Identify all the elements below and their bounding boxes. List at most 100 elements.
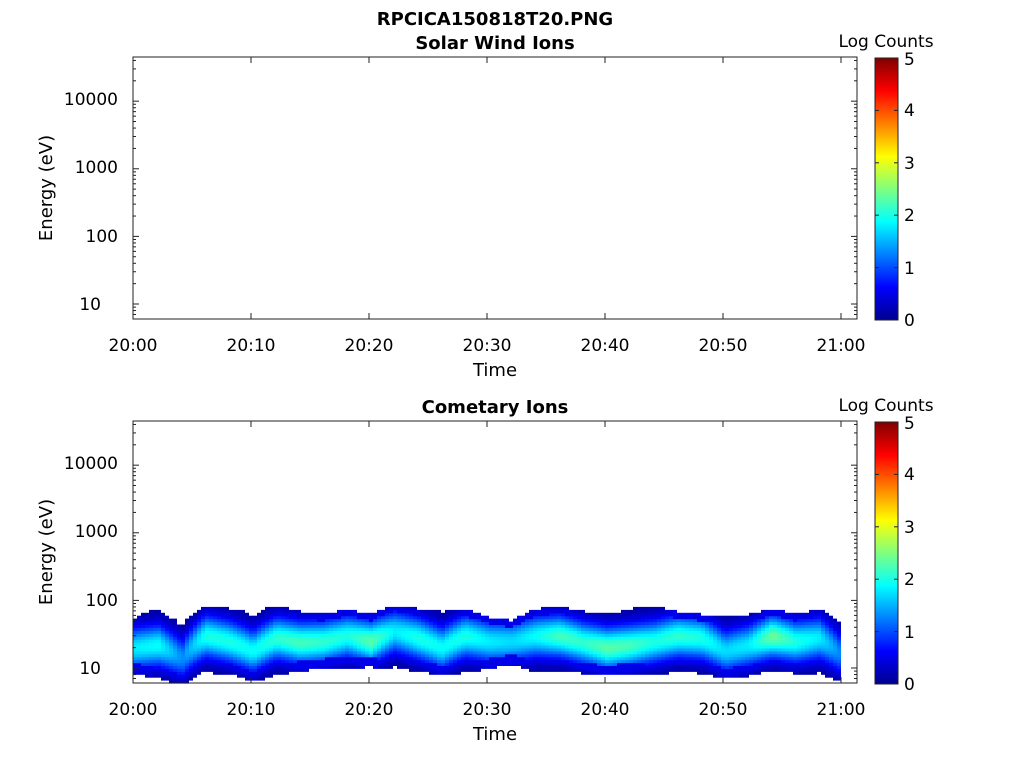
spectrogram-cell (629, 645, 633, 649)
spectrogram-cell (645, 612, 649, 617)
spectrogram-cell (305, 636, 309, 640)
spectrogram-cell (629, 668, 633, 672)
spectrogram-cell (261, 674, 265, 678)
spectrogram-cell (169, 671, 173, 675)
spectrogram-cell (669, 647, 673, 652)
spectrogram-cell (541, 618, 545, 623)
spectrogram-cell (241, 650, 245, 655)
spectrogram-cell (545, 656, 549, 661)
spectrogram-cell (389, 621, 393, 626)
spectrogram-cell (681, 630, 685, 634)
spectrogram-cell (325, 662, 329, 666)
spectrogram-cell (669, 621, 673, 626)
x-tick-label: 20:50 (699, 336, 748, 356)
spectrogram-cell (553, 662, 557, 666)
spectrogram-cell (745, 665, 749, 669)
spectrogram-cell (721, 650, 725, 655)
spectrogram-cell (309, 659, 313, 664)
spectrogram-cell (773, 659, 777, 664)
spectrogram-cell (625, 624, 629, 628)
spectrogram-cell (505, 653, 509, 658)
spectrogram-cell (705, 645, 709, 649)
spectrogram-cell (829, 665, 833, 669)
spectrogram-cell (593, 650, 597, 655)
spectrogram-cell (409, 606, 413, 611)
spectrogram-cell (805, 627, 809, 631)
spectrogram-cell (773, 639, 777, 643)
spectrogram-cell (425, 647, 429, 652)
spectrogram-cell (641, 665, 645, 669)
spectrogram-cell (729, 618, 733, 623)
spectrogram-cell (765, 662, 769, 666)
spectrogram-cell (357, 647, 361, 652)
spectrogram-cell (249, 636, 253, 640)
spectrogram-cell (537, 633, 541, 637)
spectrogram-cell (341, 662, 345, 666)
spectrogram-cell (649, 639, 653, 643)
spectrogram-cell (741, 650, 745, 655)
spectrogram-cell (321, 642, 325, 646)
spectrogram-cell (185, 668, 189, 672)
spectrogram-cell (753, 671, 757, 675)
spectrogram-cell (441, 668, 445, 672)
spectrogram-cell (729, 668, 733, 672)
spectrogram-cell (229, 659, 233, 664)
spectrogram-cell (341, 645, 345, 649)
spectrogram-cell (485, 636, 489, 640)
spectrogram-cell (461, 624, 465, 628)
spectrogram-cell (345, 653, 349, 658)
spectrogram-cell (645, 618, 649, 623)
spectrogram-cell (397, 627, 401, 631)
spectrogram-cell (269, 633, 273, 637)
spectrogram-cell (345, 612, 349, 617)
spectrogram-cell (193, 624, 197, 628)
spectrogram-cell (385, 615, 389, 620)
spectrogram-cell (697, 656, 701, 661)
spectrogram-cell (541, 668, 545, 672)
spectrogram-cell (553, 656, 557, 661)
spectrogram-cell (533, 624, 537, 628)
spectrogram-cell (665, 647, 669, 652)
spectrogram-cell (753, 633, 757, 637)
spectrogram-cell (801, 633, 805, 637)
spectrogram-cell (297, 633, 301, 637)
spectrogram-cell (693, 630, 697, 634)
spectrogram-cell (821, 609, 825, 614)
spectrogram-cell (473, 624, 477, 628)
spectrogram-cell (833, 650, 837, 655)
spectrogram-cell (381, 630, 385, 634)
spectrogram-cell (509, 630, 513, 634)
spectrogram-cell (349, 642, 353, 646)
spectrogram-cell (749, 653, 753, 658)
spectrogram-cell (665, 671, 669, 675)
spectrogram-cell (689, 633, 693, 637)
spectrogram-cell (685, 656, 689, 661)
spectrogram-cell (141, 627, 145, 631)
spectrogram-cell (661, 609, 665, 614)
spectrogram-cell (297, 609, 301, 614)
spectrogram-cell (793, 630, 797, 634)
spectrogram-cell (353, 656, 357, 661)
spectrogram-cell (665, 627, 669, 631)
spectrogram-cell (341, 624, 345, 628)
spectrogram-cell (293, 633, 297, 637)
spectrogram-cell (657, 659, 661, 664)
spectrogram-cell (201, 606, 205, 611)
spectrogram-cell (613, 659, 617, 664)
spectrogram-cell (529, 612, 533, 617)
spectrogram-cell (245, 671, 249, 675)
spectrogram-cell (469, 624, 473, 628)
spectrogram-cell (813, 621, 817, 626)
spectrogram-cell (621, 650, 625, 655)
spectrogram-cell (169, 656, 173, 661)
spectrogram-cell (493, 662, 497, 666)
spectrogram-cell (389, 606, 393, 611)
spectrogram-cell (209, 639, 213, 643)
spectrogram-cell (265, 630, 269, 634)
spectrogram-cell (277, 606, 281, 611)
spectrogram-cell (453, 668, 457, 672)
spectrogram-cell (821, 650, 825, 655)
spectrogram-cell (801, 656, 805, 661)
spectrogram-cell (249, 653, 253, 658)
spectrogram-cell (445, 665, 449, 669)
